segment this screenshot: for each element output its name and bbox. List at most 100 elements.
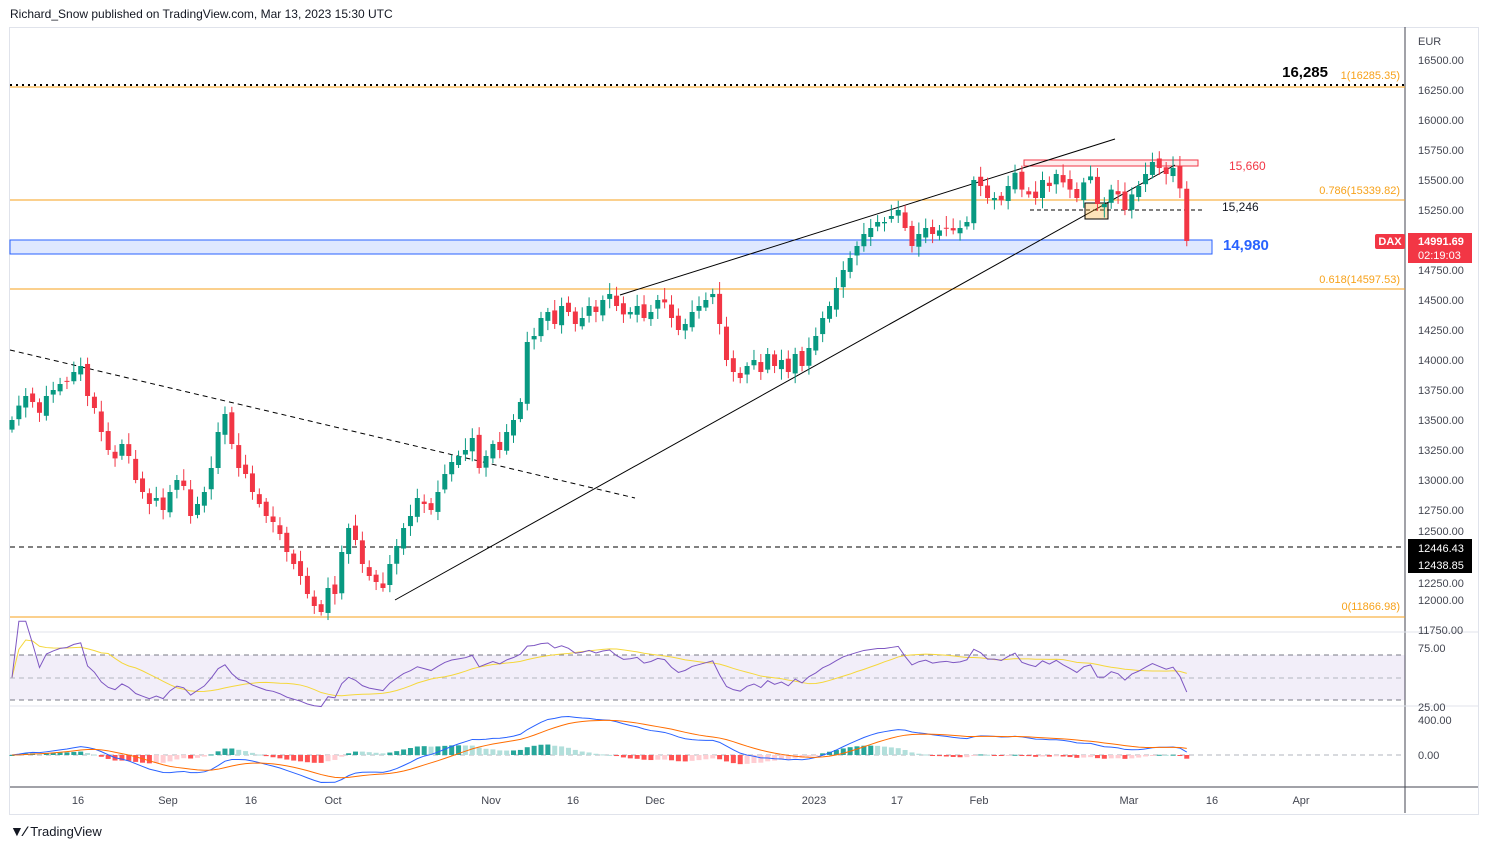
macd-histogram-bar: [978, 754, 984, 756]
candle: [1163, 167, 1169, 174]
candle: [1143, 174, 1149, 185]
macd-histogram-bar: [689, 755, 695, 761]
macd-histogram-bar: [524, 747, 530, 755]
rsi-indicator: [11, 620, 1188, 708]
candle: [778, 360, 784, 370]
macd-histogram-bar: [353, 751, 358, 755]
candle: [50, 390, 56, 395]
candle: [325, 588, 331, 613]
fib-1-label: 1(16285.35): [1341, 70, 1400, 82]
candle: [930, 227, 936, 234]
macd-histogram-bar: [875, 745, 881, 755]
candle: [201, 492, 207, 506]
macd-histogram-bar: [215, 751, 221, 755]
wedge-lower-line[interactable]: [394, 164, 1176, 601]
price-tick: 14500.00: [1418, 295, 1464, 307]
macd-histogram-bar: [943, 755, 949, 757]
candle: [765, 354, 771, 370]
macd-histogram-bar: [895, 748, 901, 755]
candle: [579, 318, 585, 327]
candle: [23, 396, 29, 408]
wedge-upper-line[interactable]: [619, 138, 1116, 296]
candle: [98, 411, 104, 432]
time-tick: Dec: [645, 795, 665, 807]
publish-header: Richard_Snow published on TradingView.co…: [10, 7, 393, 21]
macd-histogram-bar: [1026, 755, 1032, 757]
macd-histogram-bar: [71, 751, 77, 755]
candle: [57, 384, 63, 392]
macd-histogram-bar: [1184, 755, 1190, 759]
macd-histogram-bar: [572, 749, 578, 755]
candle: [174, 480, 180, 490]
descending-trendline[interactable]: [9, 349, 636, 499]
macd-histogram-bar: [119, 755, 125, 761]
macd-histogram-bar: [428, 746, 434, 755]
macd-histogram-bar: [85, 753, 91, 755]
candle: [318, 604, 324, 612]
candle: [662, 299, 668, 303]
candle: [442, 474, 448, 490]
candle: [380, 583, 386, 588]
tradingview-logo-icon: ▼⁄: [10, 823, 27, 839]
macd-histogram-bar: [772, 755, 778, 761]
candle: [456, 456, 462, 465]
macd-histogram-bar: [174, 755, 180, 760]
macd-histogram-bar: [98, 755, 104, 757]
candle: [641, 304, 647, 318]
candle: [291, 553, 297, 564]
tradingview-logo[interactable]: ▼⁄ TradingView: [10, 823, 102, 839]
macd-histogram-bar: [325, 755, 331, 762]
macd-histogram-bar: [201, 755, 207, 757]
macd-histogram-bar: [682, 755, 688, 762]
macd-histogram-bar: [1122, 755, 1128, 759]
time-tick: Mar: [1120, 795, 1139, 807]
resistance-zone[interactable]: [1023, 159, 1199, 167]
candle: [1012, 172, 1018, 190]
candle: [1081, 182, 1087, 201]
candle: [270, 516, 276, 522]
candle: [675, 315, 681, 330]
time-axis[interactable]: 16 Sep 16 Oct Nov 16 Dec 2023 17 Feb Mar 16 Apr: [72, 795, 1310, 807]
candle: [304, 575, 310, 594]
time-tick: 16: [567, 795, 579, 807]
candle: [614, 295, 620, 306]
macd-histogram-bar: [146, 755, 152, 764]
candle: [1005, 186, 1011, 201]
macd-histogram-bar: [50, 753, 56, 755]
rsi-tick-25: 25.00: [1418, 702, 1446, 714]
macd-histogram-bar: [593, 753, 599, 755]
macd-histogram-bar: [105, 755, 111, 759]
candle: [435, 492, 441, 512]
candle: [868, 228, 874, 237]
candle: [991, 198, 997, 201]
macd-histogram-bar: [462, 745, 468, 755]
macd-histogram-bar: [1040, 755, 1045, 757]
macd-histogram-bar: [607, 754, 613, 756]
macd-histogram-bar: [78, 751, 84, 755]
macd-histogram-bar: [909, 752, 915, 755]
candle: [243, 464, 249, 474]
candle: [593, 306, 599, 312]
time-tick: Feb: [970, 795, 989, 807]
macd-histogram-bar: [284, 755, 290, 760]
macd-histogram-bar: [270, 755, 276, 758]
price-axis[interactable]: 16500.00 16250.00 16000.00 15750.00 15500.00…: [1418, 55, 1464, 637]
macd-histogram-bar: [517, 749, 523, 755]
macd-histogram-bar: [545, 744, 551, 755]
macd-histogram-bar: [1012, 754, 1018, 756]
macd-histogram-bar: [332, 755, 338, 760]
macd-histogram-bar: [559, 746, 565, 755]
candle: [401, 528, 407, 549]
macd-histogram-bar: [1074, 755, 1080, 758]
candle: [1149, 162, 1155, 175]
candle: [916, 234, 922, 247]
macd-histogram-bar: [902, 749, 908, 755]
macd-histogram-bar: [236, 749, 242, 755]
candle: [222, 414, 228, 435]
macd-histogram-bar: [991, 755, 997, 756]
support-zone[interactable]: [9, 239, 1213, 255]
candle: [208, 468, 214, 490]
macd-histogram-bar: [1067, 755, 1073, 758]
candles: [9, 151, 1190, 621]
